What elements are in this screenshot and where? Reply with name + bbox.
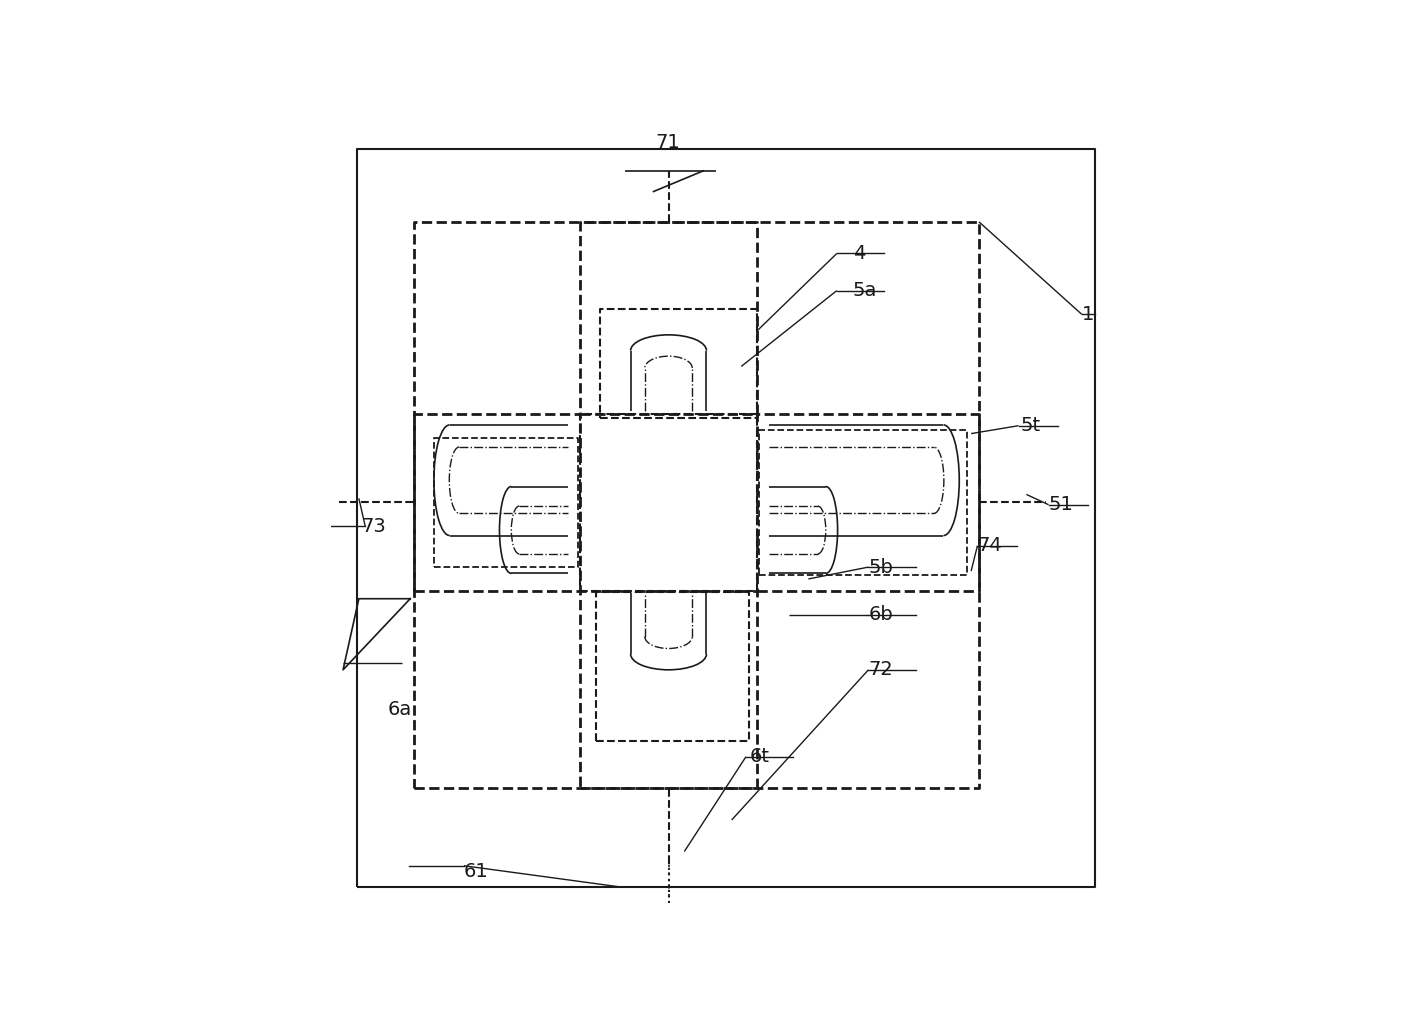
- Text: 4: 4: [853, 244, 864, 263]
- Text: 73: 73: [361, 516, 385, 536]
- Text: 6a: 6a: [388, 700, 412, 719]
- Text: 6b: 6b: [869, 605, 893, 624]
- Text: 5b: 5b: [869, 557, 893, 577]
- Text: 61: 61: [463, 862, 489, 880]
- Text: 6t: 6t: [750, 747, 769, 766]
- Text: 72: 72: [869, 661, 893, 679]
- Text: 74: 74: [978, 537, 1002, 555]
- Text: 5a: 5a: [853, 281, 877, 300]
- Text: 51: 51: [1049, 496, 1074, 514]
- Text: 1: 1: [1081, 305, 1094, 324]
- Text: 5t: 5t: [1020, 417, 1040, 435]
- Text: 71: 71: [656, 132, 680, 152]
